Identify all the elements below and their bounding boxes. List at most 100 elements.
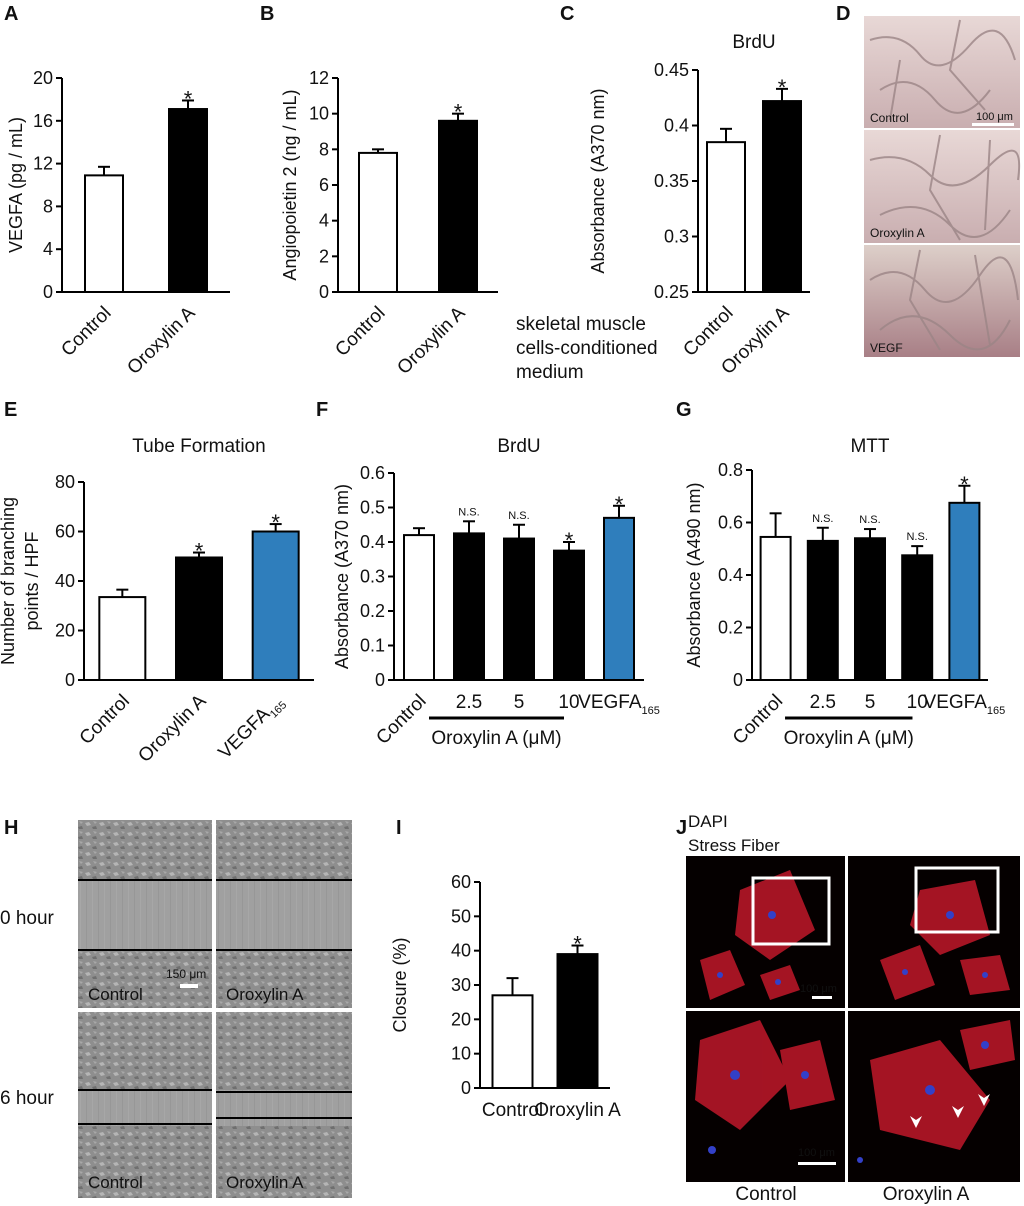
label-h-oroxylin-bottom: Oroxylin A <box>226 1173 304 1192</box>
category-label: Oroxylin A <box>393 302 469 378</box>
bar <box>553 549 585 681</box>
significance-mark: * <box>565 528 574 553</box>
y-tick-label: 0.5 <box>360 498 385 518</box>
category-label: VEGFA165 <box>924 692 1006 717</box>
label-d-vegf: VEGF <box>870 341 903 355</box>
panel-label-f: F <box>316 399 328 421</box>
scale-bar-d <box>972 123 1014 126</box>
tube-micrographs: Control Oroxylin A VEGF 100 μm <box>864 16 1021 357</box>
scale-bar-j-top <box>812 996 832 999</box>
y-axis-label: Closure (%) <box>390 937 410 1032</box>
panel-label-c: C <box>560 3 574 25</box>
y-tick-label: 0.1 <box>360 636 385 656</box>
bar <box>706 141 746 293</box>
y-tick-label: 2 <box>319 246 329 266</box>
category-label: VEGFA165 <box>578 692 660 717</box>
arrowhead <box>978 1094 990 1106</box>
panel-label-a: A <box>4 3 18 25</box>
y-tick-label: 0.45 <box>654 60 689 80</box>
bar <box>358 151 398 293</box>
scale-label-h: 150 μm <box>166 967 206 981</box>
y-tick-label: 0.2 <box>718 618 743 638</box>
y-tick-label: 80 <box>55 472 75 492</box>
y-tick-label: 0.3 <box>664 227 689 247</box>
significance-mark: * <box>778 75 787 100</box>
significance-mark: N.S. <box>906 531 927 543</box>
label-j-control: Control <box>735 1184 796 1205</box>
bar <box>491 994 534 1089</box>
y-tick-label: 60 <box>55 522 75 542</box>
significance-mark: * <box>195 539 204 564</box>
zoom-box-oroxylin <box>914 866 1000 934</box>
side-note-line-3: medium <box>516 362 584 383</box>
y-tick-label: 12 <box>33 154 53 174</box>
chart-title: MTT <box>850 436 889 457</box>
category-label: Oroxylin A <box>123 302 199 378</box>
significance-mark: * <box>454 100 463 125</box>
significance-mark: N.S. <box>859 514 880 526</box>
arrowhead <box>910 1116 922 1128</box>
y-tick-label: 8 <box>319 139 329 159</box>
y-axis-label: Absorbance (A370 nm) <box>332 484 352 669</box>
category-label: Control <box>482 1100 543 1121</box>
bar <box>603 516 635 681</box>
bar <box>251 530 300 681</box>
panel-label-b: B <box>260 3 274 25</box>
legend-stress-fiber: Stress Fiber <box>688 836 780 855</box>
bar <box>98 596 147 682</box>
scale-label-j-bottom: 100 μm <box>798 1147 835 1159</box>
chart-tube-formation: 0 20 40 60 80 Number of branching points / HPF… <box>0 436 314 767</box>
y-tick-label: 0.8 <box>718 460 743 480</box>
category-label: 2.5 <box>456 692 482 713</box>
y-tick-label: 0 <box>65 670 75 690</box>
panel-label-e: E <box>4 399 17 421</box>
label-j-oroxylin: Oroxylin A <box>883 1184 970 1205</box>
y-tick-label: 4 <box>319 211 329 231</box>
category-label: Control <box>729 691 787 749</box>
category-label: VEGFA165 <box>215 691 290 766</box>
y-tick-label: 0 <box>461 1078 471 1098</box>
y-axis-label: Number of branching <box>0 497 18 665</box>
significance-mark: N.S. <box>458 506 479 518</box>
y-tick-label: 20 <box>33 68 53 88</box>
y-tick-label: 0.25 <box>654 282 689 302</box>
row-label-0h: 0 hour <box>0 908 55 929</box>
panel-label-d: D <box>836 3 850 25</box>
tube-network <box>869 19 1021 351</box>
y-tick-label: 0 <box>319 282 329 302</box>
panel-label-g: G <box>676 399 692 421</box>
bar <box>403 534 435 681</box>
bar <box>556 953 599 1089</box>
label-h-oroxylin-top: Oroxylin A <box>226 985 304 1004</box>
scale-bar-j-bottom <box>798 1162 836 1165</box>
y-tick-label: 6 <box>319 175 329 195</box>
y-tick-label: 0.4 <box>718 565 743 585</box>
y-tick-label: 20 <box>451 1009 471 1029</box>
y-tick-label: 10 <box>309 104 329 124</box>
category-label: Control <box>76 691 134 749</box>
conditioned-medium-note: skeletal muscle cells-conditioned medium <box>516 314 658 383</box>
y-tick-label: 30 <box>451 975 471 995</box>
panel-label-j: J <box>676 817 687 839</box>
zoom-box-control <box>751 876 831 946</box>
y-tick-label: 50 <box>451 906 471 926</box>
category-label: 5 <box>865 692 876 713</box>
bar <box>762 100 802 293</box>
chart-vegfa: 0 4 8 12 16 20 VEGFA (pg / mL) Control * Oroxylin… <box>6 68 230 379</box>
y-tick-label: 20 <box>55 621 75 641</box>
significance-mark: N.S. <box>508 510 529 522</box>
y-axis-label: Angiopoietin 2 (ng / mL) <box>280 89 300 280</box>
nuclei <box>708 911 989 1163</box>
y-axis-label: VEGFA (pg / mL) <box>6 117 26 253</box>
chart-mtt-dose: 0 0.2 0.4 0.6 0.8 Absorbance (A490 nm) MTT Cont… <box>684 436 1005 749</box>
significance-mark: * <box>573 932 582 957</box>
side-note-line-1: skeletal muscle <box>516 314 646 335</box>
bar <box>806 539 839 681</box>
category-label: Oroxylin A <box>134 690 210 766</box>
dose-group-label: Oroxylin A (μM) <box>784 728 914 749</box>
panel-divider <box>686 1008 1020 1011</box>
micrograph-control <box>864 16 1020 128</box>
category-label: 5 <box>514 692 525 713</box>
scale-label-d: 100 μm <box>976 111 1013 123</box>
chart-title: Tube Formation <box>132 436 265 457</box>
